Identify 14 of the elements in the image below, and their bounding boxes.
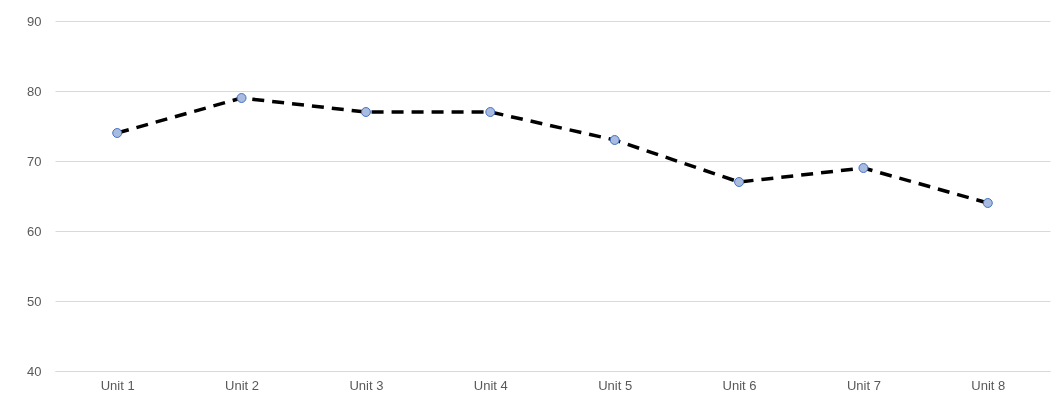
y-tick-label: 50 — [27, 293, 42, 309]
x-tick-label: Unit 3 — [349, 377, 384, 393]
x-tick-label: Unit 2 — [225, 377, 260, 393]
x-tick-label: Unit 8 — [971, 377, 1006, 393]
x-tick-label: Unit 6 — [722, 377, 757, 393]
x-tick-label: Unit 4 — [473, 377, 508, 393]
y-tick-label: 40 — [27, 363, 42, 379]
y-tick-label: 70 — [27, 153, 42, 169]
y-tick-label: 80 — [27, 83, 42, 99]
x-tick-label: Unit 1 — [100, 377, 135, 393]
y-tick-label: 60 — [27, 223, 42, 239]
y-tick-label: 90 — [27, 13, 42, 29]
x-tick-label: Unit 7 — [846, 377, 881, 393]
x-tick-label: Unit 5 — [598, 377, 633, 393]
